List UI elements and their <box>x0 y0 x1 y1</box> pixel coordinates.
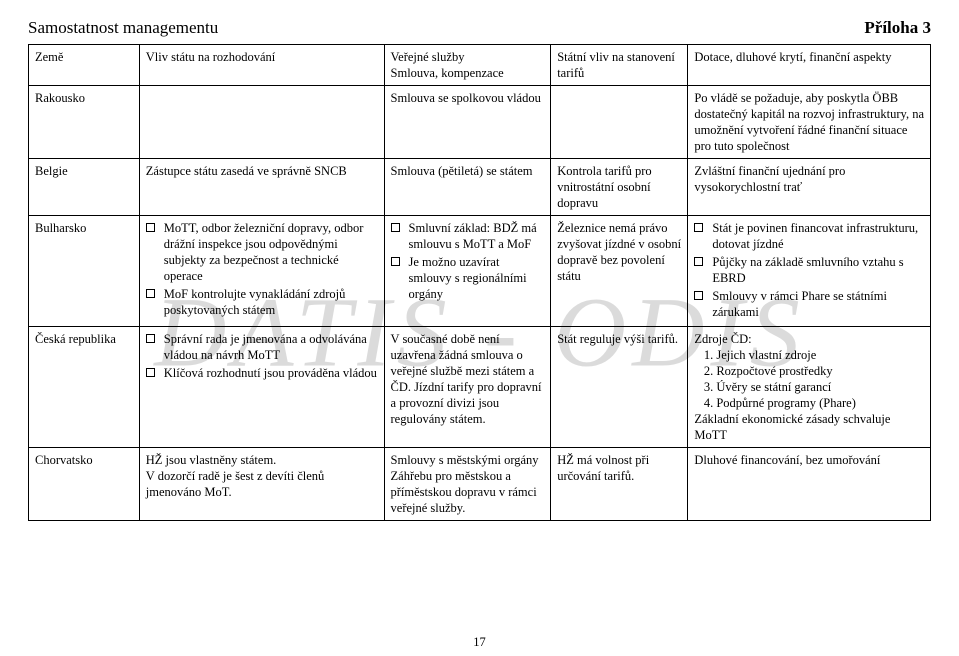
finance-ordered-list: Jejich vlastní zdroje Rozpočtové prostře… <box>694 347 924 411</box>
col-header-country: Země <box>29 45 140 86</box>
list-item: Správní rada je jmenována a odvolávána v… <box>146 331 378 363</box>
col-header-tariff: Státní vliv na stanovení tarifů <box>551 45 688 86</box>
list-item: Rozpočtové prostředky <box>716 363 924 379</box>
page-title: Samostatnost managementu <box>28 18 218 38</box>
cell-country: Česká republika <box>29 327 140 448</box>
list-item: Smlouvy v rámci Phare se státními záruka… <box>694 288 924 320</box>
cell-contract: Smlouva se spolkovou vládou <box>384 86 551 159</box>
list-item: MoTT, odbor železniční dopravy, odbor dr… <box>146 220 378 284</box>
list-item: MoF kontrolujte vynakládání zdrojů posky… <box>146 286 378 318</box>
cell-tariff: Kontrola tarifů pro vnitrostátní osobní … <box>551 159 688 216</box>
cell-country: Bulharsko <box>29 216 140 327</box>
cell-influence: Zástupce státu zasedá ve správně SNCB <box>139 159 384 216</box>
cell-tariff: Železnice nemá právo zvyšovat jízdné v o… <box>551 216 688 327</box>
cell-tariff <box>551 86 688 159</box>
cell-contract: V současné době není uzavřena žádná smlo… <box>384 327 551 448</box>
col-header-contract: Veřejné služby Smlouva, kompenzace <box>384 45 551 86</box>
finance-intro: Zdroje ČD: <box>694 332 751 346</box>
cell-finance: Po vládě se požaduje, aby poskytla ÖBB d… <box>688 86 931 159</box>
col-header-finance: Dotace, dluhové krytí, finanční aspekty <box>688 45 931 86</box>
cell-contract: Smluvní základ: BDŽ má smlouvu s MoTT a … <box>384 216 551 327</box>
list-item: Půjčky na základě smluvního vztahu s EBR… <box>694 254 924 286</box>
cell-influence: HŽ jsou vlastněny státem. V dozorčí radě… <box>139 448 384 521</box>
table-row: Rakousko Smlouva se spolkovou vládou Po … <box>29 86 931 159</box>
cell-contract: Smlouvy s městskými orgány Záhřebu pro m… <box>384 448 551 521</box>
list-item: Podpůrné programy (Phare) <box>716 395 924 411</box>
cell-influence <box>139 86 384 159</box>
table-header-row: Země Vliv státu na rozhodování Veřejné s… <box>29 45 931 86</box>
page-number: 17 <box>0 635 959 650</box>
list-item: Klíčová rozhodnutí jsou prováděna vládou <box>146 365 378 381</box>
cell-finance: Dluhové financování, bez umořování <box>688 448 931 521</box>
cell-country: Chorvatsko <box>29 448 140 521</box>
cell-influence: Správní rada je jmenována a odvolávána v… <box>139 327 384 448</box>
col-header-contract-line1: Veřejné služby <box>391 50 465 64</box>
list-item: Jejich vlastní zdroje <box>716 347 924 363</box>
list-item: Smluvní základ: BDŽ má smlouvu s MoTT a … <box>391 220 545 252</box>
list-item: Stát je povinen financovat infrastruktur… <box>694 220 924 252</box>
management-table: Země Vliv státu na rozhodování Veřejné s… <box>28 44 931 521</box>
influence-line1: HŽ jsou vlastněny státem. <box>146 453 277 467</box>
cell-finance: Zdroje ČD: Jejich vlastní zdroje Rozpočt… <box>688 327 931 448</box>
list-item: Je možno uzavírat smlouvy s regionálními… <box>391 254 545 302</box>
cell-country: Rakousko <box>29 86 140 159</box>
col-header-influence: Vliv státu na rozhodování <box>139 45 384 86</box>
cell-tariff: Stát reguluje výši tarifů. <box>551 327 688 448</box>
cell-contract: Smlouva (pětiletá) se státem <box>384 159 551 216</box>
table-row: Česká republika Správní rada je jmenován… <box>29 327 931 448</box>
cell-tariff: HŽ má volnost při určování tarifů. <box>551 448 688 521</box>
appendix-label: Příloha 3 <box>864 18 931 38</box>
cell-finance: Stát je povinen financovat infrastruktur… <box>688 216 931 327</box>
table-row: Bulharsko MoTT, odbor železniční dopravy… <box>29 216 931 327</box>
finance-outro: Základní ekonomické zásady schvaluje MoT… <box>694 412 890 442</box>
influence-line2: V dozorčí radě je šest z devíti členů jm… <box>146 469 325 499</box>
list-item: Úvěry se státní garancí <box>716 379 924 395</box>
col-header-contract-line2: Smlouva, kompenzace <box>391 66 504 80</box>
table-row: Chorvatsko HŽ jsou vlastněny státem. V d… <box>29 448 931 521</box>
cell-finance: Zvláštní finanční ujednání pro vysokoryc… <box>688 159 931 216</box>
table-row: Belgie Zástupce státu zasedá ve správně … <box>29 159 931 216</box>
cell-country: Belgie <box>29 159 140 216</box>
cell-influence: MoTT, odbor železniční dopravy, odbor dr… <box>139 216 384 327</box>
